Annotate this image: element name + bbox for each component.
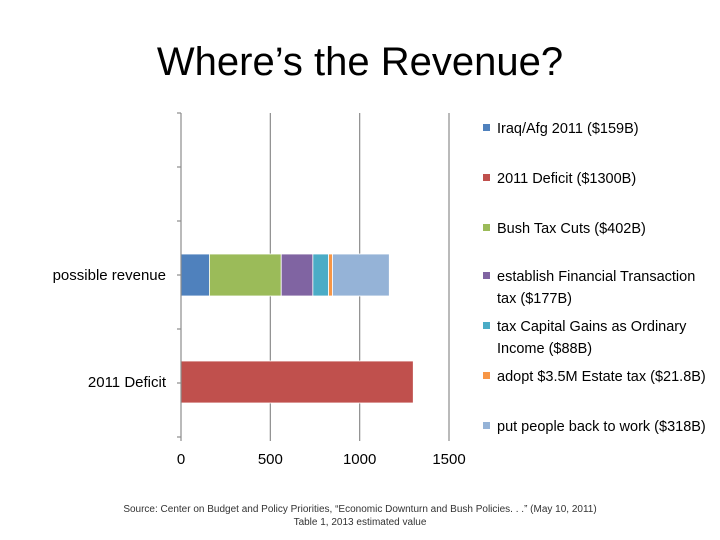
legend-item: Iraq/Afg 2011 ($159B) <box>483 118 639 140</box>
bar-segment <box>180 253 210 297</box>
legend-swatch <box>483 272 490 279</box>
tick-labels: 0 500 1000 1500 <box>177 451 466 468</box>
bar-segment <box>180 360 414 404</box>
legend-item: tax Capital Gains as Ordinary Income ($8… <box>483 316 713 360</box>
source-note: Source: Center on Budget and Policy Prio… <box>123 504 597 528</box>
legend-swatch <box>483 224 490 231</box>
legend-swatch <box>483 124 490 131</box>
legend-item: Bush Tax Cuts ($402B) <box>483 218 646 240</box>
legend-label: put people back to work ($318B) <box>497 419 706 435</box>
legend-item: establish Financial Transaction tax ($17… <box>483 266 713 310</box>
legend-label: tax Capital Gains as Ordinary Income ($8… <box>497 319 687 357</box>
legend-label: establish Financial Transaction tax ($17… <box>497 269 696 307</box>
x-tick-label: 1500 <box>432 451 465 468</box>
bar-segment <box>332 253 390 297</box>
x-tick-label: 0 <box>177 451 185 468</box>
legend-swatch <box>483 322 490 329</box>
axes <box>177 112 450 441</box>
legend-item: adopt $3.5M Estate tax ($21.8B) <box>483 366 706 388</box>
bar-segment <box>209 253 282 297</box>
legend-label: 2011 Deficit ($1300B) <box>497 171 637 187</box>
bar-segment <box>280 253 314 297</box>
category-label: possible revenue <box>53 267 166 284</box>
legend-label: Bush Tax Cuts ($402B) <box>497 221 646 237</box>
bar-segment <box>328 253 333 297</box>
legend-label: Iraq/Afg 2011 ($159B) <box>497 121 639 137</box>
legend-label: adopt $3.5M Estate tax ($21.8B) <box>497 369 706 385</box>
bars <box>180 253 414 404</box>
legend-item: 2011 Deficit ($1300B) <box>483 168 636 190</box>
category-label: 2011 Deficit <box>88 374 167 391</box>
page-title: Where’s the Revenue? <box>156 40 564 84</box>
legend-swatch <box>483 422 490 429</box>
bar-segment <box>312 253 329 297</box>
legend-swatch <box>483 174 490 181</box>
legend-item: put people back to work ($318B) <box>483 416 706 438</box>
category-labels: possible revenue 2011 Deficit <box>53 267 167 391</box>
x-tick-label: 1000 <box>343 451 376 468</box>
legend-swatch <box>483 372 490 379</box>
x-tick-label: 500 <box>258 451 283 468</box>
